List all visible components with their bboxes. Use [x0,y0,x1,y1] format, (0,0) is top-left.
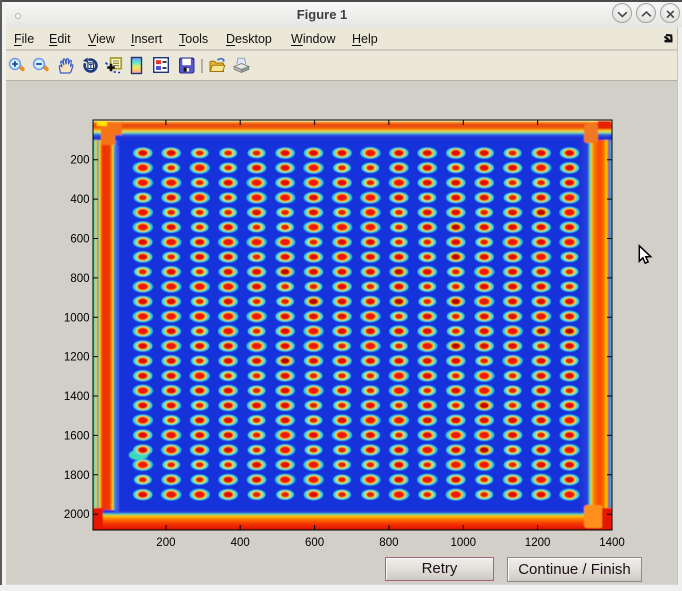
svg-text:1200: 1200 [525,537,551,549]
svg-text:1400: 1400 [64,391,90,403]
svg-text:1200: 1200 [64,352,90,364]
svg-text:200: 200 [156,537,175,549]
svg-text:1000: 1000 [451,537,477,549]
svg-text:400: 400 [231,537,250,549]
svg-text:200: 200 [70,155,89,167]
svg-text:1400: 1400 [599,537,625,549]
svg-text:600: 600 [70,234,89,246]
svg-text:1800: 1800 [64,470,90,482]
svg-text:600: 600 [305,537,324,549]
svg-text:1600: 1600 [64,430,90,442]
svg-text:800: 800 [379,537,398,549]
svg-text:800: 800 [70,273,89,285]
svg-text:400: 400 [70,194,89,206]
svg-text:1000: 1000 [64,312,90,324]
svg-text:2000: 2000 [64,509,90,521]
